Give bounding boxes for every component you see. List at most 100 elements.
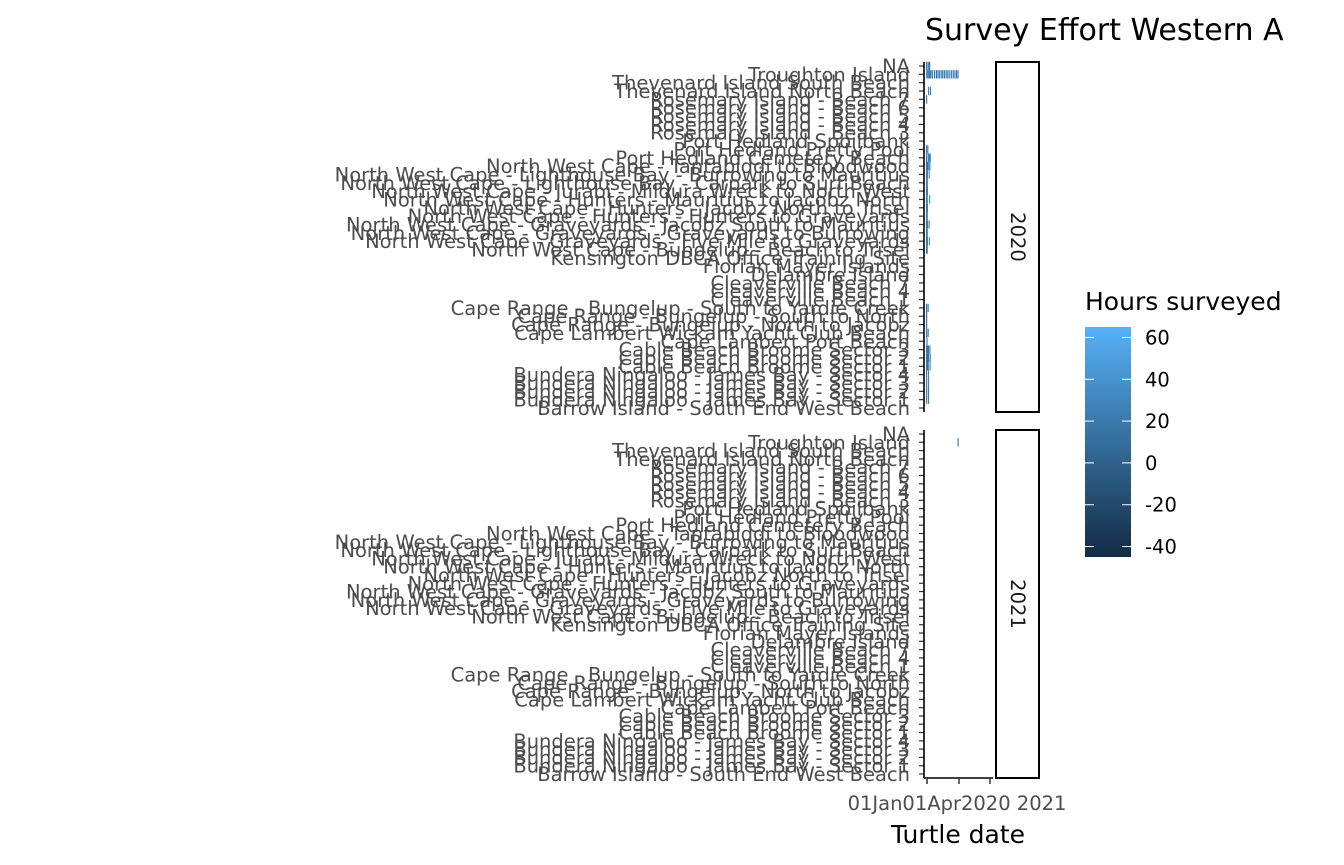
y-tick-label: North West Cape - Graveyards - Five Mile… — [365, 597, 910, 620]
y-tick-label: North West Cape - Lighthouse Bay - Burro… — [335, 531, 910, 554]
y-tick-label: Cape Range - Bungelup - North to Jacobz — [511, 680, 910, 703]
y-tick-label: North West Cape - Graveyards - Five Mile… — [365, 230, 910, 253]
heatmap-cell — [928, 195, 931, 204]
y-tick-label: Troughton Island — [747, 63, 910, 86]
heatmap-cell — [954, 70, 956, 79]
heatmap-cell — [937, 70, 939, 79]
heatmap-cell — [945, 70, 947, 79]
heatmap-cell — [926, 153, 928, 162]
y-tick-label: Rosemary Island - Beach 7 — [650, 456, 910, 479]
heatmap-cell — [927, 303, 929, 313]
heatmap-cell — [926, 245, 928, 254]
heatmap-cell — [926, 362, 929, 371]
y-tick-label: Rosemary Island - Beach 4 — [650, 113, 910, 136]
heatmap-cell — [956, 70, 958, 79]
heatmap-cell — [928, 61, 931, 71]
heatmap-cell — [935, 70, 937, 79]
heatmap-cell — [928, 61, 930, 71]
heatmap-cell — [929, 362, 931, 371]
heatmap-cell — [926, 370, 928, 379]
y-tick-label: Port Hedland Cemetery Beach — [615, 514, 910, 537]
heatmap-cell — [929, 86, 932, 96]
y-tick-label: Thevenard Island South Beach — [611, 72, 910, 95]
heatmap-cell — [950, 70, 953, 79]
x-tick-labels: 01Jan01Apr2020 2021 — [848, 792, 1067, 815]
y-tick-label: Rosemary Island - Beach 5 — [650, 473, 910, 496]
heatmap-cell — [926, 170, 928, 179]
y-tick-label: Rosemary Island - Beach 5 — [650, 105, 910, 128]
heatmap-cell — [931, 70, 933, 79]
heatmap-cell — [928, 170, 930, 179]
y-tick-label: Cape Range - Bungelup - South to Yardie … — [451, 297, 911, 320]
heatmap-cell — [926, 345, 930, 354]
y-tick-label: NA — [882, 423, 911, 446]
heatmap-cell — [926, 95, 928, 104]
heatmap-cell — [947, 70, 949, 79]
heatmap-cell — [942, 70, 944, 79]
heatmap-cell — [926, 337, 928, 346]
heatmap-cell — [928, 70, 930, 79]
y-tick-label: Cleaverville Beach 4 — [710, 647, 910, 670]
heatmap-cell — [926, 303, 928, 313]
heatmap-cell — [927, 378, 930, 388]
y-tick-label: North West Cape - Lighthouse Bay - Carpa… — [340, 539, 910, 562]
heatmap-cell — [943, 70, 946, 79]
y-tick-label: Kensington DBCA Office Training Site — [550, 247, 910, 270]
heatmap-cell — [926, 186, 928, 196]
legend-tick-label: 60 — [1145, 326, 1170, 349]
y-tick-label: Cleaverville Beach 4 — [710, 280, 910, 303]
heatmap-cell — [952, 70, 954, 79]
heatmap-cell — [929, 161, 931, 171]
y-tick-label: North West Cape - Graveyards - Graveyard… — [351, 222, 910, 245]
heatmap-cell — [930, 70, 932, 79]
y-tick-label: Cape Lambert Wickam Yacht Club Beach — [514, 322, 910, 345]
y-tick-label: Cable Beach Broome Sector 1 — [619, 355, 910, 378]
heatmap-cell — [926, 395, 928, 404]
y-tick-label: Barrow Island - South End West Beach — [537, 397, 910, 420]
heatmap-cell — [926, 211, 928, 221]
y-tick-label: Port Hedland Pretty Pool — [673, 506, 910, 529]
y-tick-label: North West Cape - Lighthouse Bay - Carpa… — [340, 172, 910, 195]
y-tick-label: North West Cape - Tantabiddi to Bloodwoo… — [486, 155, 910, 178]
legend-tick-label: 0 — [1145, 452, 1157, 475]
heatmap-cell — [933, 70, 936, 79]
facet-strip — [995, 429, 1040, 779]
y-tick-label: Cable Beach Broome Sector 3 — [619, 339, 910, 362]
y-tick-label: North West Cape - Jurabi - Mildura Wreck… — [371, 547, 910, 570]
y-tick-label: Barrow Island - South End West Beach — [537, 763, 910, 786]
y-tick-label: Florian Mayer Islands — [703, 255, 910, 278]
heatmap-cell — [928, 220, 930, 229]
legend: Hours surveyed 60 40 20 0 -20 -40 — [1085, 287, 1282, 559]
y-tick-label: North West Cape - Graveyards - Jacobz So… — [346, 581, 910, 604]
y-tick-label: Cape Range - Bungelup - South to Yardie … — [451, 663, 911, 686]
y-tick-label: North West Cape - Hunters - Mauritius to… — [383, 556, 910, 579]
y-tick-label: Troughton Island — [747, 431, 910, 454]
legend-tick-label: -20 — [1145, 494, 1177, 517]
y-tick-label: Rosemary Island - Beach 3 — [650, 489, 910, 512]
y-tick-label: Bundera Ningaloo - James Bay - Sector 2 — [513, 746, 910, 769]
heatmap-cell — [957, 438, 959, 447]
heatmap-cell — [927, 145, 929, 154]
y-tick-label: Bundera Ningaloo - James Bay - Sector 1 — [513, 755, 910, 778]
heatmap-cell — [926, 312, 928, 321]
y-tick-label: Cape Range - Bungelup - North to Jacobz — [511, 314, 910, 337]
heatmap-cell — [926, 328, 928, 338]
y-tick-label: Cable Beach Broome Sector 1 — [619, 722, 910, 745]
facet-strip-label: 2021 — [1006, 579, 1029, 629]
heatmap-cell — [929, 70, 931, 79]
y-tick-label: North West Cape - Hunters - Mauritius to… — [383, 188, 910, 211]
heatmap-cell — [929, 345, 931, 354]
y-tick-label: Thevenard Island North Beach — [613, 448, 910, 471]
y-tick-label: Delambre Island — [750, 264, 910, 287]
x-axis-title: Turtle date — [890, 820, 1025, 849]
legend-tick-label: 40 — [1145, 368, 1170, 391]
heatmap-cell — [928, 237, 930, 246]
y-tick-label: Cleaverville Beach 1 — [710, 289, 910, 312]
y-tick-label: North West Cape - Bungelup - Beach to Tr… — [471, 605, 910, 628]
heatmap-cell — [926, 145, 928, 154]
y-tick-label: Cape Range - Bungelup - South to North — [517, 672, 910, 695]
heatmap-cell — [927, 395, 930, 404]
heatmap-cell — [926, 378, 928, 388]
heatmap-cell — [928, 153, 930, 162]
